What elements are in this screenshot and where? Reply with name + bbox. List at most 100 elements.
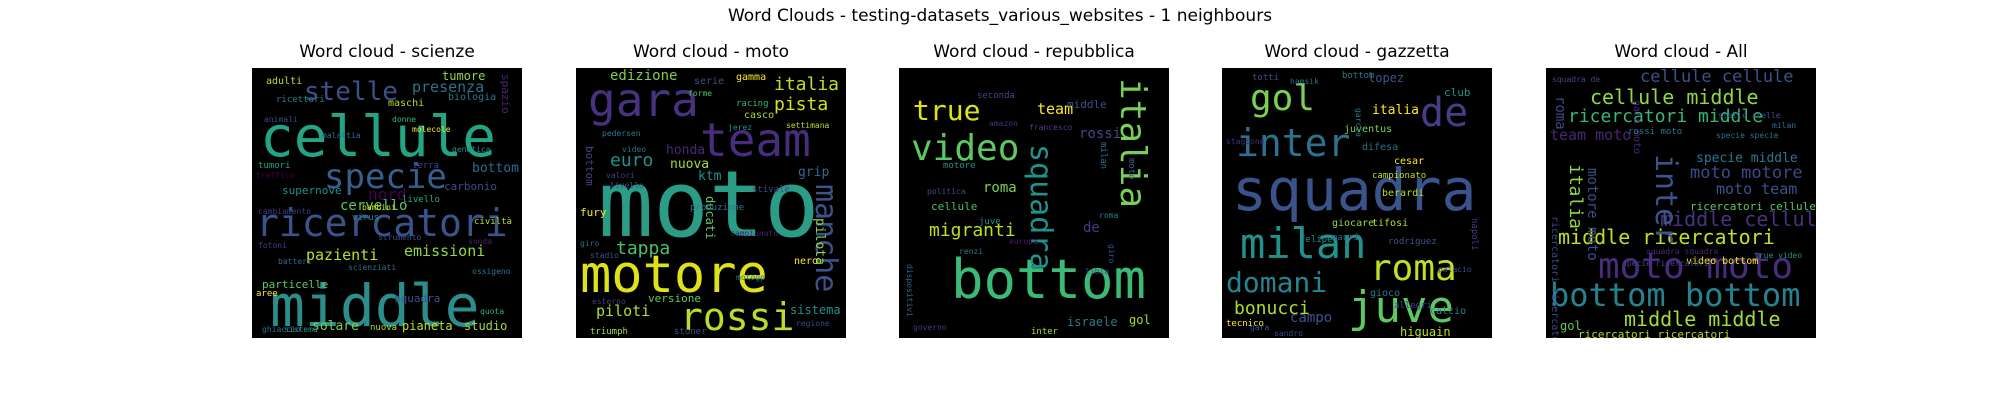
cloud-word: pilota bbox=[812, 218, 827, 265]
cloud-word: club bbox=[1444, 86, 1471, 99]
cloud-word: milan bbox=[1240, 219, 1366, 268]
panel-title-moto: Word cloud - moto bbox=[632, 42, 790, 62]
cloud-word: juve bbox=[1348, 282, 1454, 333]
cloud-word: gara bbox=[1250, 323, 1269, 332]
cloud-word: italia bbox=[1372, 103, 1419, 118]
cloud-word: moto team bbox=[1716, 180, 1797, 198]
cloud-word: aree bbox=[256, 289, 278, 299]
cloud-word: juve bbox=[979, 217, 1001, 227]
cloud-word: gioco bbox=[1370, 288, 1400, 299]
cloud-word: presenza bbox=[412, 78, 484, 96]
cloud-word: europa bbox=[1009, 237, 1038, 246]
cloud-word: stadio bbox=[590, 251, 619, 260]
cloud-word: motore bbox=[943, 161, 976, 171]
cloud-word: motore moto bbox=[1584, 168, 1600, 261]
cloud-word: bambini bbox=[362, 203, 396, 212]
cloud-word: spazio bbox=[499, 74, 512, 114]
cloud-word: de bbox=[1083, 220, 1100, 236]
cloud-word: gamma bbox=[736, 72, 766, 83]
cloud-word: true video bbox=[1754, 251, 1802, 260]
cloud-word: squadra bbox=[1232, 156, 1476, 224]
cloud-word: roma bbox=[1552, 96, 1568, 130]
figure-suptitle: Word Clouds - testing-datasets_various_w… bbox=[727, 6, 1273, 26]
cloud-word: inter bbox=[1648, 154, 1683, 244]
cloud-word: dispositivi bbox=[905, 264, 914, 317]
cloud-word: domani bbox=[1226, 266, 1327, 299]
cloud-word: carbonio bbox=[444, 180, 497, 193]
cloud-word: middle bbox=[1067, 98, 1107, 111]
cloud-word: cellule bbox=[931, 200, 977, 213]
cloud-word: allegri bbox=[1394, 301, 1432, 311]
cloud-word: stivale bbox=[752, 185, 790, 195]
cloud-word: adulti bbox=[266, 76, 302, 87]
cloud-word: honda bbox=[666, 143, 705, 158]
cloud-word: ducati bbox=[703, 196, 717, 239]
panel-title-repubblica: Word cloud - repubblica bbox=[933, 42, 1135, 62]
cloud-word: versione bbox=[648, 292, 701, 305]
cloud-word: serie bbox=[694, 76, 724, 87]
cloud-word: ricercatori ricercatori bbox=[1578, 328, 1730, 338]
cloud-word: nuova bbox=[370, 323, 397, 333]
cloud-word: video bbox=[622, 145, 646, 154]
cloud-word: ricettori bbox=[276, 95, 325, 105]
cloud-word: video bbox=[911, 128, 1019, 169]
cloud-word: campionato bbox=[730, 229, 778, 238]
cloud-word: maschi bbox=[388, 98, 424, 109]
cloud-word: bottom bottom bbox=[1550, 276, 1800, 314]
cloud-word: mauri bbox=[1332, 233, 1359, 243]
cloud-word: biologia bbox=[448, 92, 496, 103]
cloud-word: sistema bbox=[284, 325, 318, 334]
cloud-word: stagione bbox=[1226, 137, 1265, 146]
cloud-word: cellule bbox=[260, 105, 496, 170]
cloud-word: amazon bbox=[989, 119, 1018, 128]
cloud-word: seconda bbox=[977, 91, 1015, 101]
cloud-word: genetica bbox=[452, 145, 491, 154]
cloud-word: campionato bbox=[1372, 171, 1426, 181]
wordcloud-gazzetta: squadra milan inter gol juve roma de domani bonu… bbox=[1222, 68, 1492, 338]
cloud-word: video bottom bbox=[1686, 256, 1758, 267]
cloud-word: specie bbox=[324, 157, 447, 197]
cloud-word: jerez bbox=[728, 123, 752, 132]
cloud-word: totti bbox=[1252, 73, 1279, 83]
cloud-word: libia bbox=[1085, 267, 1109, 276]
cloud-word: moto motore bbox=[1690, 163, 1803, 183]
cloud-word: motogp bbox=[736, 273, 765, 282]
cloud-word: cesar bbox=[1394, 156, 1424, 167]
cloud-word: squadra bbox=[394, 292, 440, 305]
cloud-word: gol bbox=[1129, 313, 1151, 327]
cloud-word: studio bbox=[464, 319, 507, 333]
cloud-word: motore bbox=[580, 245, 768, 305]
cloud-word: middle cellule bbox=[1660, 207, 1816, 231]
panel-title-gazzetta: Word cloud - gazzetta bbox=[1264, 42, 1450, 62]
cloud-word: euro bbox=[610, 150, 653, 171]
cloud-word: squadra squadra bbox=[1646, 247, 1718, 256]
cloud-word: napoli bbox=[1469, 218, 1479, 251]
cloud-word: renzi bbox=[959, 247, 983, 256]
cloud-word: governo bbox=[913, 323, 947, 332]
cloud-word: juventus bbox=[1344, 124, 1392, 135]
cloud-word: migranti bbox=[929, 220, 1016, 241]
cloud-word: supernove bbox=[282, 184, 342, 197]
cloud-word: squadra de bbox=[1552, 75, 1600, 84]
cloud-word: cellule cellule bbox=[1640, 68, 1794, 87]
cloud-word: bottom bbox=[951, 248, 1146, 311]
cloud-word: israele bbox=[1067, 315, 1118, 329]
cloud-word: roma bbox=[1370, 248, 1457, 289]
cloud-word: true bbox=[913, 94, 980, 127]
cloud-word: piloti bbox=[596, 302, 650, 320]
cloud-word: specie specie bbox=[1716, 131, 1779, 140]
cloud-word: pazienti bbox=[306, 246, 378, 264]
cloud-word: casco bbox=[744, 110, 774, 121]
cloud-word: roma bbox=[983, 180, 1017, 196]
cloud-word: stelle stelle bbox=[1718, 111, 1781, 120]
cloud-word: politica bbox=[927, 187, 966, 196]
cloud-word: molecole bbox=[412, 125, 451, 134]
cloud-word: sistema bbox=[790, 303, 841, 317]
cloud-word: virus bbox=[352, 213, 379, 223]
cloud-word: emissioni bbox=[404, 242, 485, 260]
cloud-word: giro bbox=[1107, 244, 1116, 263]
cloud-word: middle ricercatori bbox=[1558, 225, 1775, 249]
cloud-word: edizione bbox=[610, 68, 677, 84]
cloud-word: ossigeno bbox=[472, 267, 511, 276]
cloud-word: forme bbox=[688, 89, 712, 98]
